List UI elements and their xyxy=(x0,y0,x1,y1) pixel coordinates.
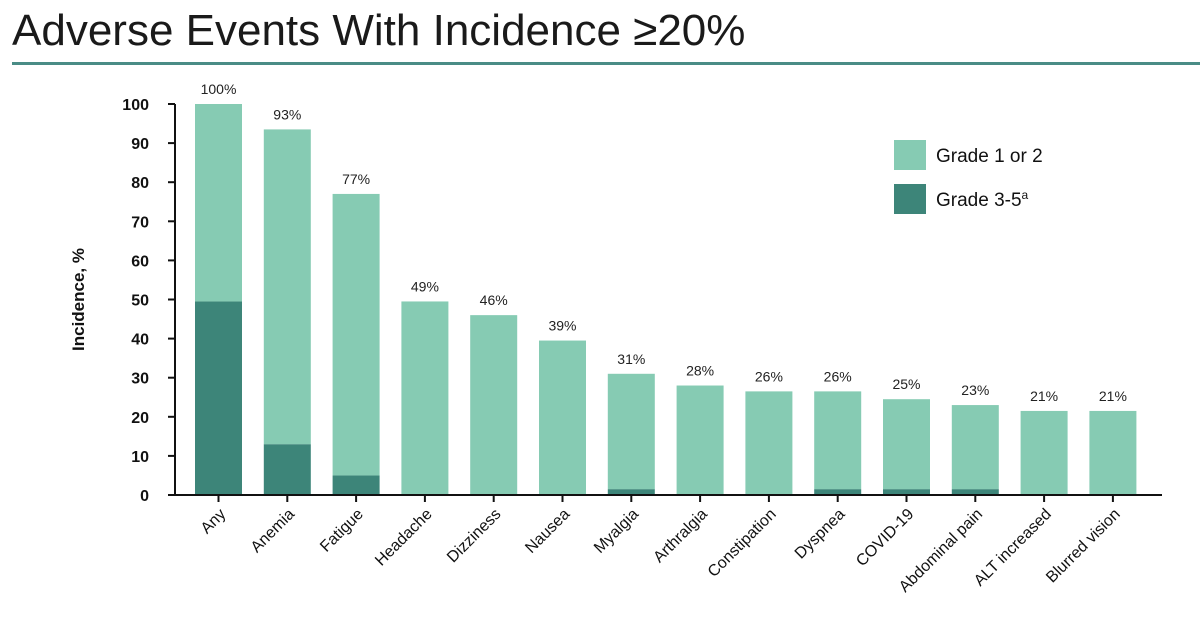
bar-segment xyxy=(676,385,724,495)
legend-swatch xyxy=(894,184,926,214)
x-tick-label: Myalgia xyxy=(591,506,642,557)
data-label: 100% xyxy=(201,81,237,97)
x-tick-label: COVID-19 xyxy=(853,506,917,570)
bar-segment xyxy=(607,489,655,495)
y-tick-label: 50 xyxy=(131,293,149,310)
y-tick-label: 20 xyxy=(131,410,149,427)
y-tick-label: 30 xyxy=(131,371,149,388)
bar-segment xyxy=(401,301,449,495)
bar-segment xyxy=(951,489,999,495)
x-tick-label: Dizziness xyxy=(444,506,504,566)
bar-segment xyxy=(332,193,380,476)
data-label: 93% xyxy=(273,106,301,122)
legend-swatch xyxy=(894,140,926,170)
y-tick-label: 60 xyxy=(131,253,149,270)
legend-superscript: a xyxy=(1022,188,1029,202)
x-tick-label: Fatigue xyxy=(317,506,367,556)
bar-segment xyxy=(195,104,242,302)
bars xyxy=(195,104,1137,495)
x-axis: Any Anemia Fatigue Headache Dizziness Nausea M… xyxy=(175,494,1162,596)
bar-segment xyxy=(332,475,380,495)
bar-segment xyxy=(195,301,242,495)
y-tick-label: 40 xyxy=(131,332,149,349)
bar-segment xyxy=(814,391,862,490)
bar-segment xyxy=(745,391,793,495)
bar-segment xyxy=(263,444,311,495)
bar-segment xyxy=(607,373,655,490)
x-tick-label: Headache xyxy=(372,506,436,570)
y-tick-label: 100 xyxy=(122,97,149,114)
bar-segment xyxy=(539,340,586,495)
data-label: 49% xyxy=(411,278,439,294)
x-tick-label: Arthralgia xyxy=(650,506,711,567)
data-label: 31% xyxy=(617,351,645,367)
y-tick-label: 90 xyxy=(131,136,149,153)
legend: Grade 1 or 2 Grade 3-5a xyxy=(894,140,1043,214)
data-label: 26% xyxy=(824,368,852,384)
data-label: 28% xyxy=(686,363,714,379)
title-divider xyxy=(12,62,1200,65)
y-tick-label: 0 xyxy=(140,488,149,505)
bar-segment xyxy=(951,405,999,490)
x-tick-label: Constipation xyxy=(705,506,780,581)
bar-segment xyxy=(1089,410,1137,495)
y-tick-label: 80 xyxy=(131,175,149,192)
data-label: 23% xyxy=(961,382,989,398)
y-axis-title: Incidence, % xyxy=(69,248,88,351)
y-tick-label: 70 xyxy=(131,214,149,231)
data-label: 46% xyxy=(480,292,508,308)
x-tick-label: Blurred vision xyxy=(1043,506,1124,587)
data-label: 21% xyxy=(1030,388,1058,404)
y-tick-label: 10 xyxy=(131,449,149,466)
data-label: 77% xyxy=(342,171,370,187)
bar-segment xyxy=(470,315,518,495)
bar-segment xyxy=(814,489,862,495)
x-tick-label: Anemia xyxy=(248,506,298,556)
data-label: 25% xyxy=(892,376,920,392)
data-labels: 100% 93% 77% 49% 46% 39% 31% 28% 26% 26% 25% 23% 21%… xyxy=(201,81,1127,404)
bar-segment xyxy=(263,129,311,445)
legend-label: Grade 1 or 2 xyxy=(936,146,1043,167)
x-tick-label: Any xyxy=(198,506,230,538)
y-axis: 0 10 20 30 40 50 60 70 80 90 100 Incidence, % xyxy=(69,97,176,505)
legend-label: Grade 3-5a xyxy=(936,188,1029,211)
bar-segment xyxy=(883,399,930,490)
bar-segment xyxy=(1020,410,1068,495)
page-title: Adverse Events With Incidence ≥20% xyxy=(12,6,746,55)
bar-segment xyxy=(883,489,930,495)
x-tick-label: Dyspnea xyxy=(792,506,849,563)
data-label: 39% xyxy=(548,318,576,334)
x-tick-label: Nausea xyxy=(522,506,573,557)
data-label: 21% xyxy=(1099,388,1127,404)
data-label: 26% xyxy=(755,368,783,384)
